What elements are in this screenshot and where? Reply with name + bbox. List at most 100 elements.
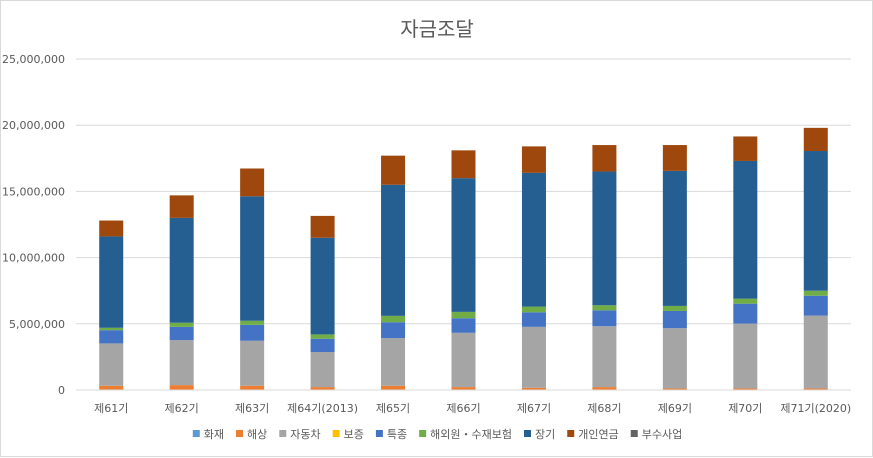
- legend-swatch: [376, 430, 383, 437]
- bar-segment: [663, 171, 687, 306]
- legend-item: 개인연금: [567, 428, 618, 441]
- legend-item: 해외원・수재보험: [419, 427, 512, 441]
- bar-segment: [733, 324, 757, 389]
- bar-segment: [240, 386, 264, 390]
- legend-label: 자동차: [290, 428, 320, 441]
- bar-stack: [592, 145, 616, 390]
- legend-label: 개인연금: [578, 428, 618, 441]
- bar-segment: [240, 321, 264, 325]
- bar-stack: [170, 195, 194, 390]
- y-axis: 05,000,00010,000,00015,000,00020,000,000…: [2, 53, 65, 397]
- bar-segment: [522, 388, 546, 390]
- x-tick-label: 제67기: [517, 402, 551, 415]
- legend: 화재 해상 자동차 보증 특종 해외원・수재보험 장기 개인연금 부수사업: [193, 427, 682, 441]
- bar-segment: [240, 196, 264, 320]
- bar-segment: [804, 296, 828, 316]
- bar-segment: [452, 333, 476, 387]
- bar-segment: [733, 136, 757, 160]
- bar-segment: [592, 326, 616, 387]
- legend-item: 화재: [193, 428, 224, 441]
- bar-segment: [452, 178, 476, 312]
- legend-swatch: [419, 430, 426, 437]
- bar-segment: [311, 339, 335, 352]
- legend-swatch: [279, 430, 286, 437]
- y-tick-label: 10,000,000: [2, 252, 65, 265]
- y-tick-label: 0: [58, 384, 65, 397]
- bar-segment: [522, 312, 546, 327]
- bar-stack: [804, 128, 828, 390]
- bar-stack: [522, 146, 546, 390]
- x-tick-label: 제71기(2020): [780, 402, 851, 415]
- x-tick-label: 제65기: [376, 402, 410, 415]
- bar-segment: [804, 151, 828, 291]
- x-tick-label: 제66기: [446, 402, 480, 415]
- x-tick-label: 제62기: [165, 402, 199, 415]
- bar-segment: [99, 328, 123, 330]
- bar-segment: [381, 156, 405, 185]
- legend-item: 특종: [376, 428, 407, 441]
- x-tick-label: 제68기: [587, 402, 621, 415]
- bar-segment: [170, 340, 194, 385]
- y-tick-label: 25,000,000: [2, 53, 65, 66]
- bar-segment: [381, 185, 405, 316]
- bar-segment: [240, 341, 264, 386]
- bar-segment: [592, 310, 616, 326]
- bar-segment: [99, 221, 123, 237]
- legend-swatch: [567, 430, 574, 437]
- bar-stack: [663, 145, 687, 390]
- legend-item: 자동차: [279, 428, 320, 441]
- bar-segment: [311, 216, 335, 238]
- bar-segment: [733, 299, 757, 304]
- bar-stack: [99, 221, 123, 390]
- bar-segment: [592, 305, 616, 310]
- x-tick-label: 제70기: [728, 402, 762, 415]
- x-tick-label: 제61기: [94, 402, 128, 415]
- bar-segment: [99, 343, 123, 385]
- bar-segment: [804, 291, 828, 296]
- legend-label: 화재: [204, 428, 224, 441]
- bar-segment: [311, 334, 335, 338]
- bar-segment: [381, 338, 405, 386]
- bar-segment: [99, 330, 123, 343]
- x-tick-label: 제69기: [658, 402, 692, 415]
- bar-segment: [733, 161, 757, 299]
- legend-item: 장기: [524, 428, 555, 441]
- legend-swatch: [193, 430, 200, 437]
- legend-swatch: [333, 430, 340, 437]
- bar-segment: [592, 145, 616, 171]
- bar-stack: [452, 150, 476, 390]
- legend-swatch: [631, 430, 638, 437]
- y-tick-label: 15,000,000: [2, 185, 65, 198]
- bar-stack: [381, 156, 405, 390]
- bar-segment: [663, 306, 687, 311]
- legend-label: 부수사업: [642, 428, 682, 441]
- bar-segment: [663, 311, 687, 328]
- bar-segment: [170, 218, 194, 323]
- legend-label: 장기: [535, 428, 555, 441]
- bar-segment: [311, 352, 335, 387]
- bar-segment: [99, 236, 123, 327]
- bar-segment: [663, 145, 687, 171]
- bar-stack: [311, 216, 335, 390]
- bar-stack: [240, 168, 264, 390]
- bar-segment: [170, 327, 194, 340]
- bar-stack: [733, 136, 757, 390]
- bar-segment: [592, 172, 616, 306]
- bar-segment: [804, 316, 828, 389]
- legend-swatch: [524, 430, 531, 437]
- bars: [99, 128, 828, 390]
- y-tick-label: 20,000,000: [2, 119, 65, 132]
- legend-label: 해외원・수재보험: [430, 427, 512, 441]
- chart-title: 자금조달: [400, 17, 474, 41]
- bar-segment: [381, 322, 405, 338]
- legend-swatch: [236, 430, 243, 437]
- x-tick-label: 제63기: [235, 402, 269, 415]
- bar-segment: [381, 316, 405, 322]
- bar-segment: [452, 318, 476, 333]
- bar-segment: [99, 386, 123, 390]
- legend-item: 해상: [236, 427, 267, 441]
- bar-segment: [452, 150, 476, 178]
- legend-item: 보증: [333, 428, 364, 441]
